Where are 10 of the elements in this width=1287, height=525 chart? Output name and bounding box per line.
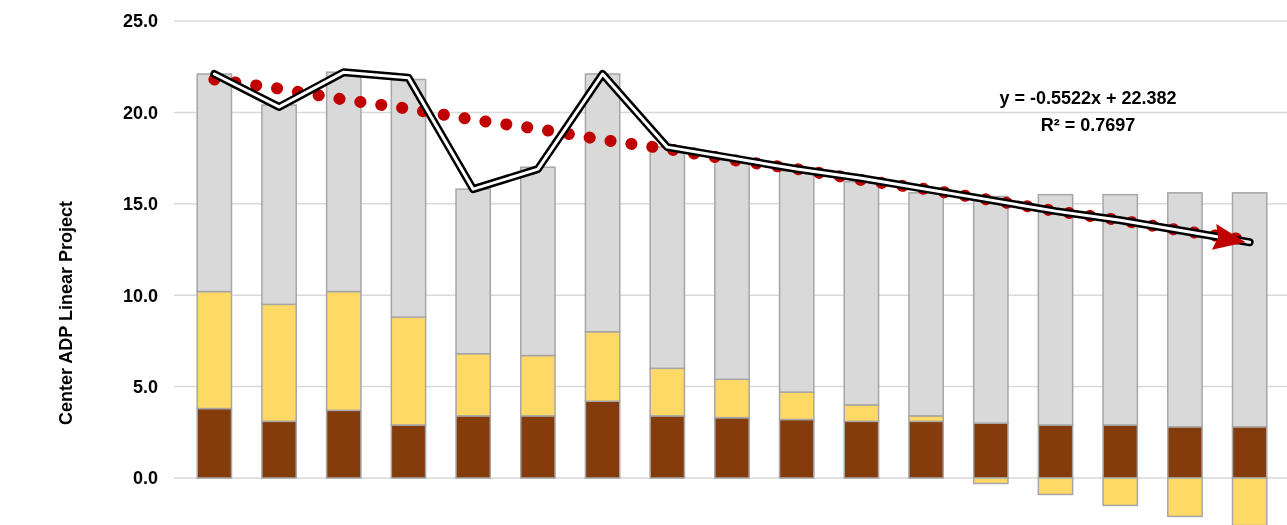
- y-tick-label: 15.0: [122, 194, 158, 215]
- y-axis-title: Center ADP Linear Project: [56, 200, 76, 426]
- bar: [908, 420, 945, 479]
- y-tick-label: 10.0: [122, 285, 158, 306]
- annotation: R² = 0.7697: [1040, 115, 1136, 135]
- annotation: y = -0.5522x + 22.382: [999, 88, 1177, 108]
- y-tick-label: 25.0: [122, 11, 158, 32]
- y-tick-label: 0.0: [132, 468, 158, 489]
- y-tick-label: 20.0: [122, 102, 158, 123]
- y-tick-label: 5.0: [132, 376, 158, 397]
